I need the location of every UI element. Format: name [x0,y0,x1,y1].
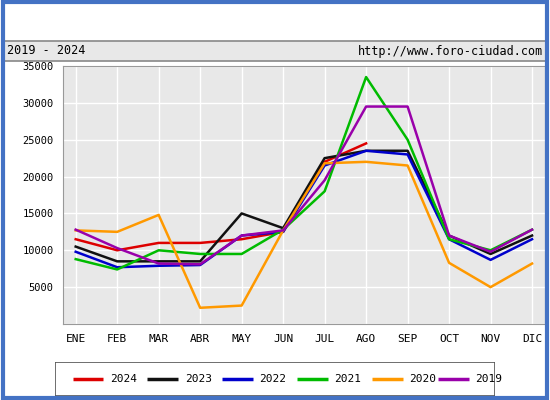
Text: 2019 - 2024: 2019 - 2024 [7,44,85,58]
Text: Evolucion Nº Turistas Nacionales en el municipio de Motril: Evolucion Nº Turistas Nacionales en el m… [21,12,529,28]
Text: http://www.foro-ciudad.com: http://www.foro-ciudad.com [358,44,543,58]
Text: 2024: 2024 [110,374,137,384]
Text: 2020: 2020 [409,374,436,384]
Text: 2019: 2019 [475,374,502,384]
Text: 2021: 2021 [334,374,361,384]
Text: 2023: 2023 [185,374,212,384]
Text: 2022: 2022 [260,374,287,384]
